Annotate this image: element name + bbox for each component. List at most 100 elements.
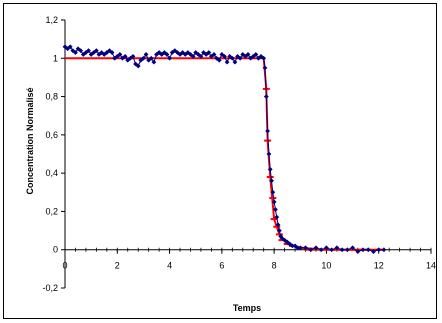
series-blue-point (99, 50, 104, 55)
series-blue-point (78, 48, 84, 54)
series-blue-point (161, 50, 167, 55)
series-blue-point (73, 50, 78, 55)
y-tick-label: 0,6 (45, 130, 58, 140)
series-blue-point (381, 247, 387, 253)
y-axis-title: Concentration Normalisé (25, 87, 35, 194)
y-tick-label: 0,8 (45, 92, 58, 102)
series-blue-point (164, 52, 170, 57)
series-blue-point (216, 57, 222, 63)
x-tick-label: 6 (219, 261, 224, 271)
x-tick-label: 10 (321, 261, 331, 271)
series-blue-point (344, 247, 350, 253)
series-blue-point (182, 52, 188, 57)
y-tick-label: 1,2 (45, 15, 58, 25)
series-red (65, 57, 384, 251)
series-blue-point (318, 247, 324, 253)
series-blue-point (308, 247, 314, 253)
series-blue-point (151, 59, 157, 65)
x-tick-label: 8 (272, 261, 277, 271)
series-blue-point (86, 48, 91, 54)
series-blue-point (313, 245, 319, 251)
series-blue-point (262, 65, 268, 71)
series-blue-point (190, 53, 196, 59)
series-blue-point (371, 249, 376, 255)
series-blue-point (227, 53, 233, 59)
series-blue-point (229, 55, 235, 61)
series-blue-point (350, 245, 355, 251)
x-tick-label: 2 (115, 261, 120, 271)
series-blue-point (237, 55, 243, 61)
series-blue-point (114, 53, 120, 59)
y-tick-label: 1 (53, 53, 58, 63)
x-tick-label: 14 (426, 261, 436, 271)
series-blue-point (365, 247, 371, 253)
chart: -0,200,20,40,60,811,2 0 2 4 6 8 10 12 14 Temps … (25, 15, 436, 313)
y-tick-label: -0,2 (42, 283, 58, 293)
series-blue-point (83, 50, 89, 55)
series-blue-point (334, 245, 340, 251)
series-blue-point (269, 178, 274, 184)
series-blue-point (70, 48, 76, 54)
series-blue-point (211, 52, 217, 57)
series-blue-point (279, 235, 285, 241)
x-tick-label: 0 (62, 261, 67, 271)
x-tick-label: 12 (374, 261, 384, 271)
series-blue-point (232, 59, 238, 65)
series-blue (62, 44, 387, 255)
y-tick-labels: -0,2 0 0,2 0,4 0,6 0,8 1 1,2 (42, 15, 58, 293)
y-tick-label: 0,4 (45, 168, 58, 178)
y-tick-label: 0 (53, 245, 58, 255)
x-tick-labels: 0 2 4 6 8 10 12 14 (62, 261, 436, 271)
series-blue-point (224, 59, 230, 65)
series-blue-point (274, 214, 280, 220)
series-blue-point (290, 243, 295, 249)
series-blue-point (339, 247, 345, 253)
series-blue-point (360, 247, 366, 253)
series-blue-point (209, 53, 214, 59)
series-blue-point (284, 239, 290, 245)
axes (61, 19, 432, 289)
series-blue-point (112, 55, 118, 61)
series-blue-point (261, 55, 267, 61)
series-blue-point (240, 52, 246, 57)
series-blue-point (222, 53, 227, 59)
series-blue-point (127, 55, 133, 61)
series-blue-point (276, 228, 282, 233)
series-blue-point (193, 50, 199, 55)
chart-frame: -0,2 0 0,2 0,4 0,6 0,8 1 1,2 0 2 4 6 8 10 12 14 Temps … (3, 3, 437, 319)
series-blue-point (355, 249, 361, 255)
series-blue-point (65, 46, 71, 52)
series-blue-point (180, 50, 186, 55)
series-blue-point (195, 52, 201, 57)
series-blue-point (67, 44, 73, 50)
series-blue-line (64, 46, 384, 253)
series-blue-point (329, 247, 335, 253)
series-blue-point (148, 55, 154, 61)
series-blue-point (93, 48, 99, 54)
series-blue-point (297, 245, 303, 251)
y-tick-label: 0,2 (45, 206, 58, 216)
series-blue-point (130, 53, 136, 59)
series-blue-point (292, 243, 298, 249)
x-axis-title: Temps (233, 303, 261, 313)
series-blue-point (120, 55, 125, 61)
series-blue-point (271, 199, 277, 205)
series-blue-point (198, 53, 204, 59)
series-blue-point (122, 53, 128, 59)
series-red-line (65, 57, 384, 251)
series-blue-point (101, 52, 107, 57)
series-blue-point (270, 189, 276, 195)
series-blue-point (141, 55, 146, 61)
series-blue-point (267, 166, 273, 172)
series-blue-point (177, 52, 183, 57)
series-blue-point (265, 128, 271, 134)
series-blue-point (295, 245, 301, 251)
series-blue-point (273, 207, 278, 212)
series-blue-point (263, 94, 269, 99)
series-blue-point (242, 53, 248, 59)
series-blue-point (206, 50, 212, 55)
series-blue-point (266, 151, 272, 157)
series-blue-point (253, 52, 259, 57)
series-blue-point (109, 50, 115, 55)
series-blue-point (376, 247, 382, 253)
